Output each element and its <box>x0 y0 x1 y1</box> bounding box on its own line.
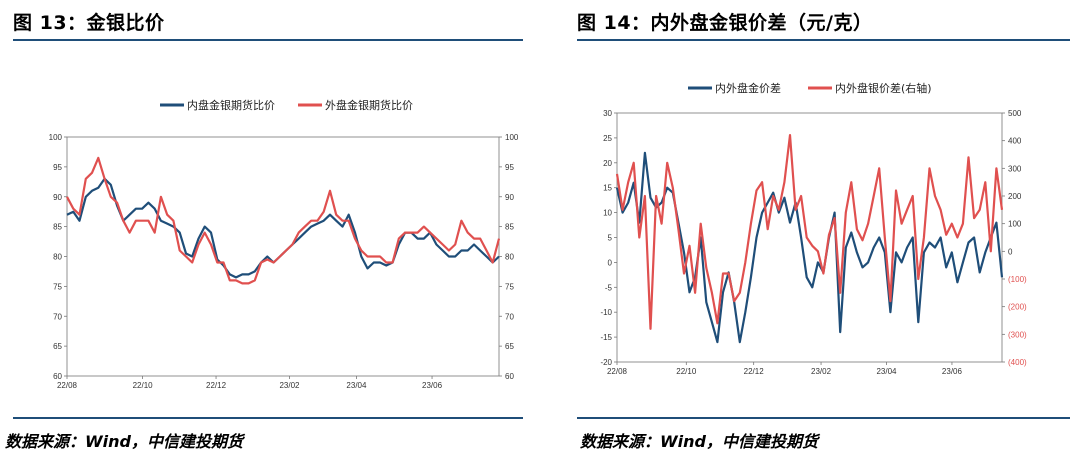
y-tick-label: 0 <box>608 258 613 267</box>
y-tick-label: 30 <box>603 109 612 118</box>
y-tick-label: 20 <box>603 159 612 168</box>
y2-tick-label: 60 <box>505 372 514 381</box>
legend-label: 外盘金银期货比价 <box>325 98 413 112</box>
x-tick-label: 23/06 <box>942 367 963 376</box>
right-source-rule <box>577 417 1070 419</box>
y2-tick-label: 500 <box>1008 109 1022 118</box>
y2-tick-label: 300 <box>1008 164 1022 173</box>
y2-tick-label: (400) <box>1008 358 1027 367</box>
y2-tick-label: 75 <box>505 282 514 291</box>
x-tick-label: 23/06 <box>422 381 443 390</box>
series-line-outer <box>66 156 501 285</box>
y2-tick-label: 100 <box>505 133 519 142</box>
left-source-note: 数据来源：Wind，中信建投期货 <box>5 432 243 451</box>
y2-tick-label: 95 <box>505 163 514 172</box>
y2-tick-label: 85 <box>505 223 514 232</box>
legend-label: 内外盘银价差(右轴) <box>835 81 932 95</box>
x-tick-label: 22/08 <box>607 367 628 376</box>
y2-tick-label: (200) <box>1008 303 1027 312</box>
plot-area-frame <box>616 112 1003 363</box>
y2-tick-label: (300) <box>1008 330 1027 339</box>
y2-tick-label: 400 <box>1008 137 1022 146</box>
y2-tick-label: 0 <box>1008 247 1013 256</box>
right-chart-title: 图 14：内外盘金银价差（元/克） <box>577 12 873 34</box>
right-source-note: 数据来源：Wind，中信建投期货 <box>580 432 818 451</box>
x-tick-label: 22/12 <box>744 367 765 376</box>
x-tick-label: 22/10 <box>676 367 697 376</box>
y-tick-label: 95 <box>53 163 62 172</box>
y2-tick-label: 100 <box>1008 220 1022 229</box>
y-tick-label: -5 <box>605 283 613 292</box>
x-tick-label: 22/08 <box>57 381 78 390</box>
x-tick-label: 22/10 <box>133 381 154 390</box>
left-source-rule <box>13 417 523 419</box>
y-tick-label: 15 <box>603 184 612 193</box>
x-tick-label: 22/12 <box>206 381 227 390</box>
y-tick-label: 75 <box>53 282 62 291</box>
series-line-outer <box>615 134 1004 330</box>
y-tick-label: 10 <box>603 209 612 218</box>
y2-tick-label: 65 <box>505 342 514 351</box>
y-tick-label: 60 <box>53 372 62 381</box>
series-line-inner <box>615 151 1004 344</box>
x-tick-label: 23/04 <box>876 367 897 376</box>
left-title-rule <box>13 39 523 41</box>
y-tick-label: 100 <box>49 133 63 142</box>
y2-tick-label: 200 <box>1008 192 1022 201</box>
y-tick-label: 80 <box>53 253 62 262</box>
y-tick-label: -20 <box>600 358 612 367</box>
y-tick-label: 5 <box>608 234 613 243</box>
y-tick-label: 85 <box>53 223 62 232</box>
y-tick-label: 25 <box>603 134 612 143</box>
legend-label: 内外盘金价差 <box>715 81 781 95</box>
x-tick-label: 23/04 <box>346 381 367 390</box>
left-chart-title: 图 13：金银比价 <box>13 12 165 34</box>
legend-label: 内盘金银期货比价 <box>187 98 275 112</box>
y2-tick-label: (100) <box>1008 275 1027 284</box>
x-tick-label: 23/02 <box>279 381 300 390</box>
y2-tick-label: 90 <box>505 193 514 202</box>
y2-tick-label: 70 <box>505 312 514 321</box>
y2-tick-label: 80 <box>505 253 514 262</box>
y-tick-label: 70 <box>53 312 62 321</box>
y-tick-label: 90 <box>53 193 62 202</box>
y-tick-label: 65 <box>53 342 62 351</box>
x-tick-label: 23/02 <box>811 367 832 376</box>
y-tick-label: -15 <box>600 333 612 342</box>
right-title-rule <box>577 39 1070 41</box>
y-tick-label: -10 <box>600 308 612 317</box>
